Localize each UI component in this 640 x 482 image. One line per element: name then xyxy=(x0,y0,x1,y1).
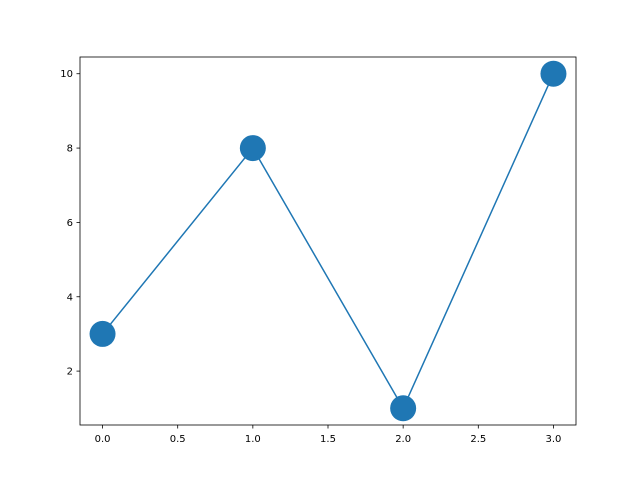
x-tick-label: 0.0 xyxy=(95,434,111,445)
y-tick-label: 10 xyxy=(60,69,73,80)
x-tick-label: 2.0 xyxy=(395,434,411,445)
data-point xyxy=(390,395,417,422)
x-tick-label: 1.5 xyxy=(320,434,336,445)
y-tick-label: 4 xyxy=(67,292,73,303)
x-tick-label: 2.5 xyxy=(470,434,486,445)
plot-area xyxy=(89,60,567,422)
x-tick-label: 1.0 xyxy=(245,434,261,445)
x-tick-label: 0.5 xyxy=(170,434,186,445)
y-tick-label: 6 xyxy=(67,218,73,229)
data-point xyxy=(239,135,266,162)
x-tick-label: 3.0 xyxy=(546,434,562,445)
axes-frame xyxy=(79,56,577,426)
series-line xyxy=(101,73,555,410)
data-point xyxy=(89,320,116,347)
y-axis: 2 4 6 8 10 xyxy=(60,69,80,378)
x-axis: 0.0 0.5 1.0 1.5 2.0 2.5 3.0 xyxy=(95,425,562,445)
y-tick-label: 2 xyxy=(67,367,73,378)
y-tick-label: 8 xyxy=(67,144,73,155)
data-point xyxy=(540,60,567,87)
